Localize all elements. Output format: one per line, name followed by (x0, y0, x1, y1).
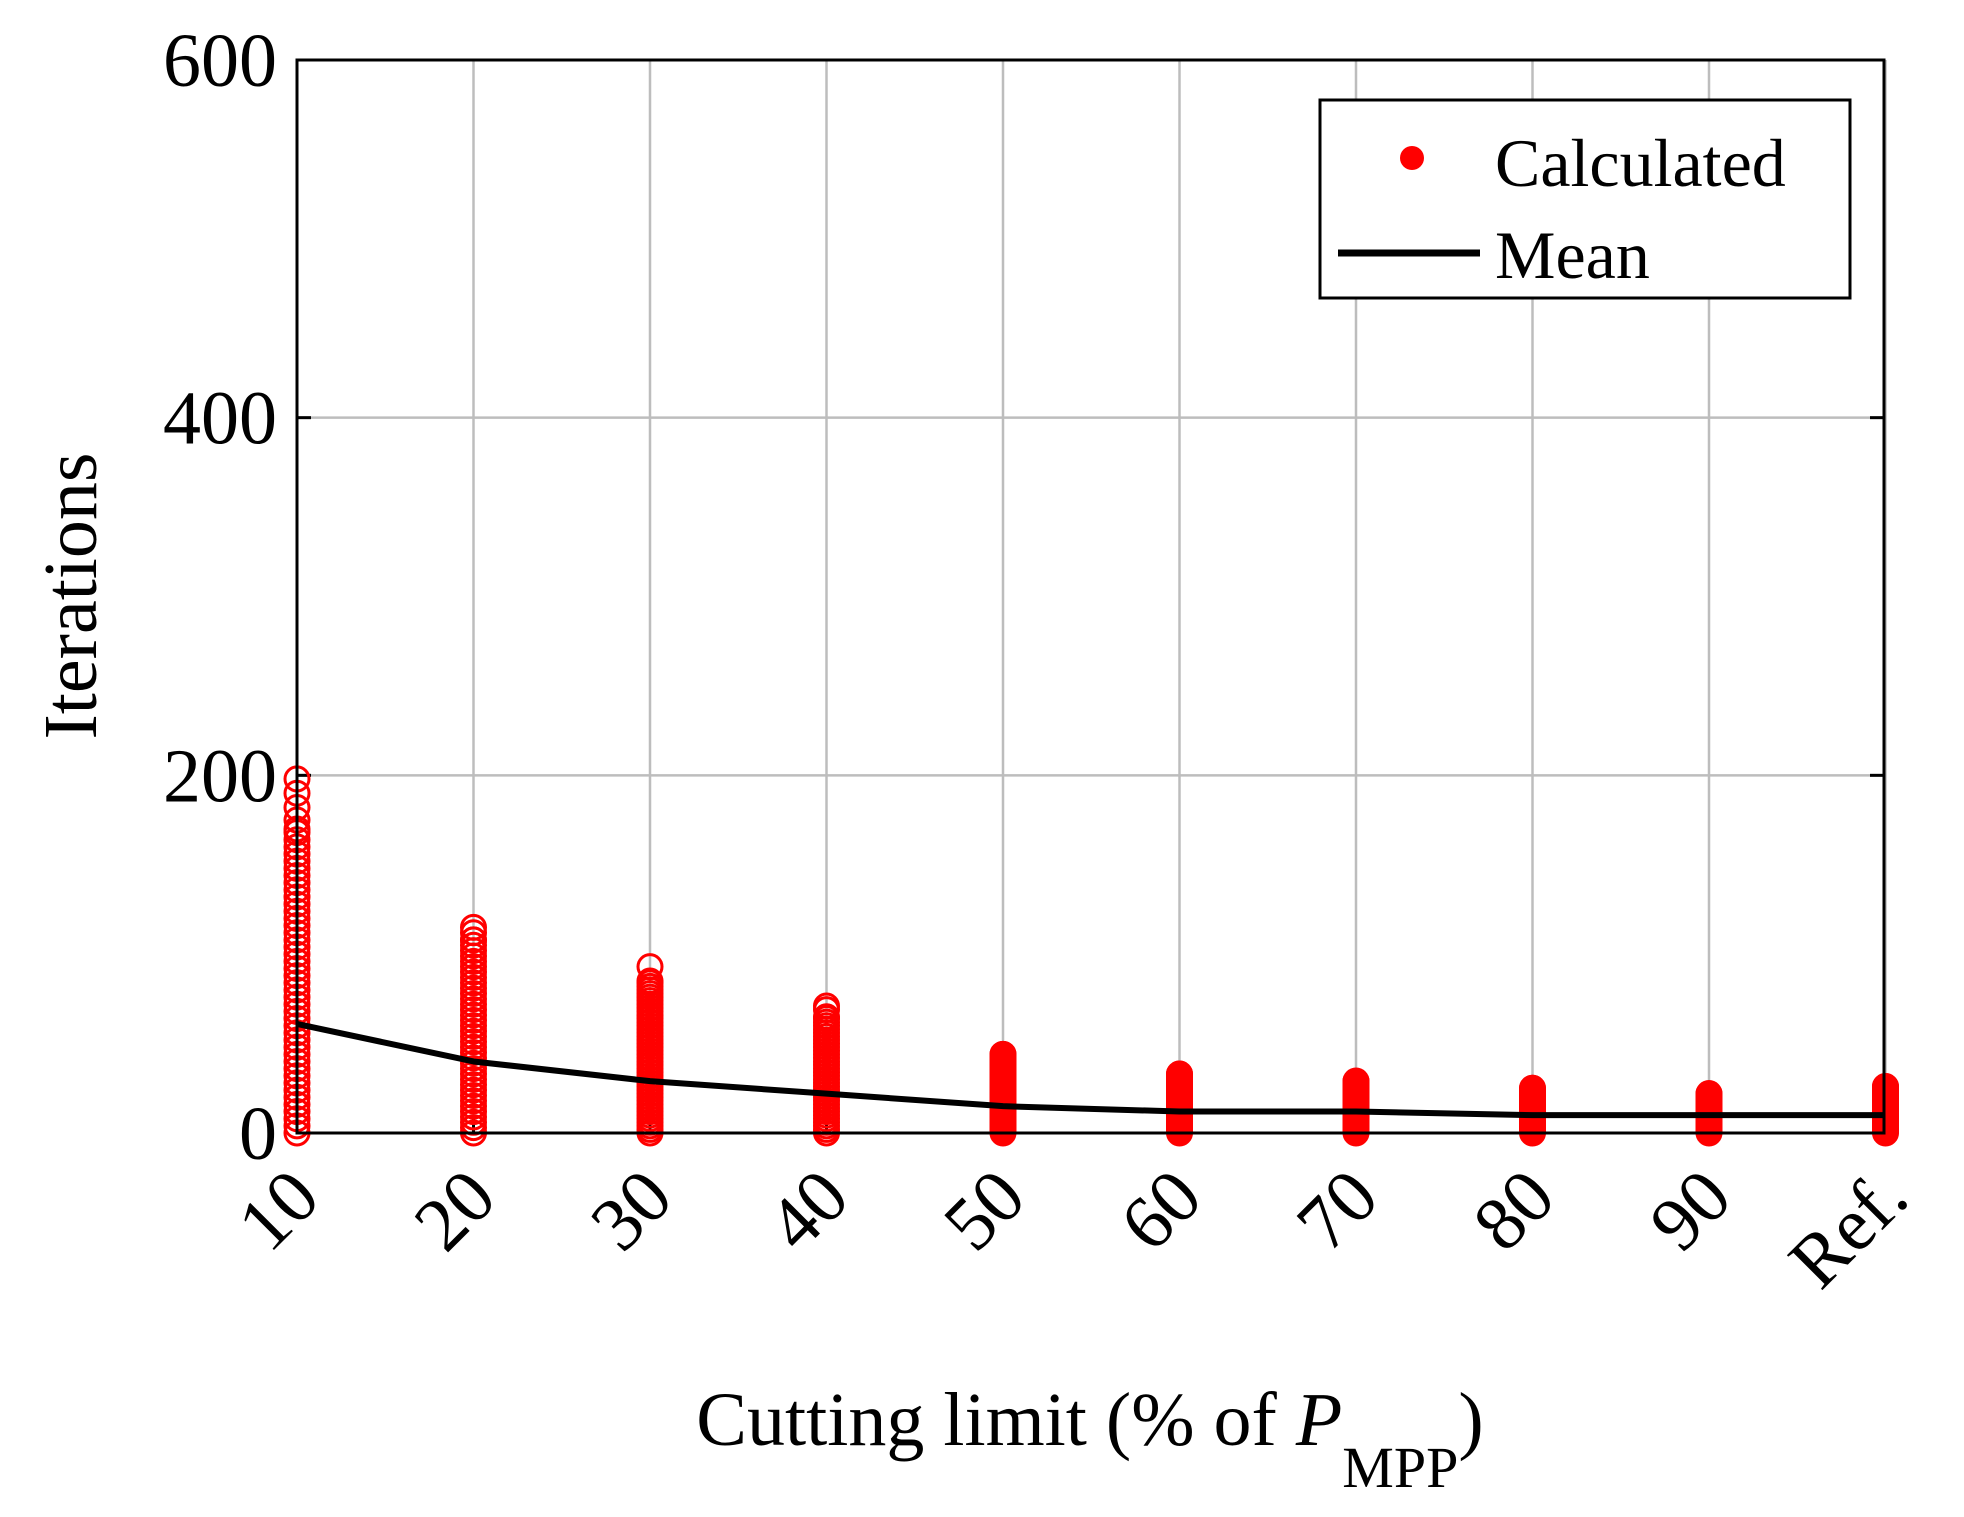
x-tick-labels: 10 20 30 40 50 60 70 80 90 Ref. (222, 1154, 1924, 1304)
calculated-markers-60 (1166, 1060, 1193, 1147)
calculated-point (1695, 1080, 1723, 1108)
x-axis-label-suffix: ) (1458, 1378, 1483, 1462)
calculated-markers-80 (1519, 1074, 1546, 1147)
calculated-point (636, 967, 664, 995)
y-tick-label: 400 (163, 377, 277, 461)
calculated-point (460, 926, 487, 954)
data-layer (283, 765, 1899, 1147)
axes-frame (295, 58, 1886, 1135)
x-tick-label: Ref. (1773, 1154, 1923, 1304)
legend-label-mean: Mean (1495, 217, 1650, 293)
calculated-outlier (813, 996, 840, 1024)
calculated-point (1519, 1074, 1546, 1102)
x-tick-label: 90 (1634, 1154, 1747, 1267)
x-tick-label: 40 (751, 1154, 864, 1267)
calculated-outlier (636, 953, 664, 981)
x-axis-label-subscript: MPP (1342, 1435, 1458, 1500)
calculated-point (1166, 1060, 1193, 1088)
x-tick-label: 70 (1281, 1154, 1394, 1267)
calculated-outlier (460, 919, 487, 947)
legend-marker-calculated (1400, 146, 1424, 170)
legend-label-calculated: Calculated (1495, 125, 1786, 201)
calculated-point (1342, 1067, 1370, 1095)
calculated-markers-20 (460, 913, 487, 1147)
calculated-markers-40 (813, 992, 840, 1147)
y-tick-label: 0 (239, 1092, 277, 1176)
y-tick-label: 200 (163, 734, 277, 818)
mean-line (296, 1020, 1886, 1119)
x-tick-label: 50 (928, 1154, 1041, 1267)
y-axis-label: Iterations (29, 452, 113, 739)
x-tick-label: 20 (398, 1154, 511, 1267)
x-tick-label: 80 (1457, 1154, 1570, 1267)
calculated-markers-50 (989, 1040, 1017, 1147)
y-tick-label: 600 (163, 19, 277, 103)
legend-box (1318, 98, 1852, 300)
legend: Calculated Mean (1318, 98, 1852, 300)
x-tick-label: 30 (575, 1154, 688, 1267)
x-tick-label: 60 (1104, 1154, 1217, 1267)
calculated-markers-30 (636, 953, 664, 1147)
x-axis-label-prefix: Cutting limit (% of (696, 1378, 1296, 1462)
y-tick-labels: 0 200 400 600 (163, 19, 277, 1176)
calculated-point (813, 1003, 840, 1031)
calculated-point (989, 1040, 1017, 1068)
x-axis-label: Cutting limit (% of PMPP) (696, 1378, 1483, 1500)
x-axis-label-variable: P (1295, 1378, 1342, 1462)
